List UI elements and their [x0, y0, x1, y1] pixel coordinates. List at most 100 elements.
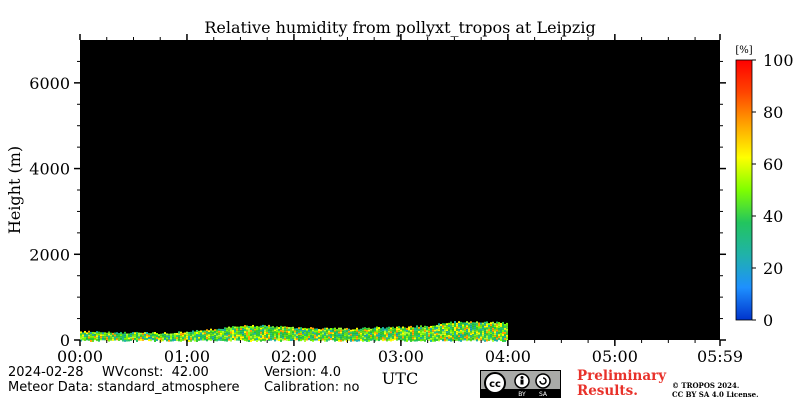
- humidity-cell: [472, 326, 474, 329]
- humidity-cell: [492, 325, 494, 328]
- humidity-cell: [182, 332, 184, 335]
- date-label: 2024-02-28: [8, 365, 84, 380]
- humidity-cell: [422, 337, 424, 340]
- humidity-cell: [458, 325, 460, 328]
- humidity-cell: [226, 337, 228, 340]
- humidity-cell: [302, 336, 304, 339]
- humidity-cell: [354, 335, 356, 338]
- humidity-cell: [336, 331, 338, 334]
- humidity-cell: [416, 339, 418, 342]
- preliminary-line1: Preliminary: [577, 368, 667, 384]
- humidity-cell: [390, 327, 392, 330]
- humidity-cell: [286, 328, 288, 331]
- humidity-cell: [420, 331, 422, 334]
- humidity-cell: [500, 336, 502, 339]
- humidity-cell: [240, 334, 242, 337]
- humidity-cell: [408, 336, 410, 339]
- humidity-cell: [238, 326, 240, 329]
- humidity-cell: [494, 333, 496, 336]
- humidity-cell: [306, 328, 308, 331]
- humidity-cell: [242, 338, 244, 341]
- humidity-cell: [350, 335, 352, 338]
- humidity-cell: [234, 330, 236, 333]
- humidity-cell: [120, 336, 122, 339]
- humidity-cell: [396, 332, 398, 335]
- humidity-cell: [490, 334, 492, 337]
- humidity-cell: [122, 335, 124, 338]
- humidity-cell: [174, 334, 176, 337]
- humidity-cell: [324, 331, 326, 334]
- humidity-cell: [250, 337, 252, 340]
- humidity-cell: [328, 328, 330, 331]
- humidity-cell: [322, 328, 324, 331]
- humidity-cell: [390, 333, 392, 336]
- humidity-cell: [140, 338, 142, 341]
- humidity-cell: [258, 326, 260, 329]
- humidity-cell: [452, 333, 454, 336]
- humidity-cell: [268, 332, 270, 335]
- humidity-cell: [394, 336, 396, 339]
- humidity-cell: [394, 332, 396, 335]
- humidity-cell: [418, 338, 420, 341]
- humidity-cell: [464, 334, 466, 337]
- humidity-cell: [186, 337, 188, 340]
- humidity-cell: [338, 337, 340, 340]
- humidity-cell: [158, 334, 160, 337]
- humidity-cell: [350, 337, 352, 340]
- humidity-cell: [370, 334, 372, 337]
- humidity-cell: [500, 334, 502, 337]
- humidity-cell: [160, 337, 162, 340]
- humidity-cell: [198, 336, 200, 339]
- humidity-cell: [284, 328, 286, 331]
- humidity-cell: [392, 336, 394, 339]
- humidity-cell: [236, 334, 238, 337]
- humidity-cell: [172, 337, 174, 340]
- humidity-cell: [236, 338, 238, 341]
- humidity-cell: [278, 327, 280, 330]
- humidity-cell: [172, 333, 174, 336]
- humidity-cell: [370, 336, 372, 339]
- humidity-cell: [194, 333, 196, 336]
- humidity-cell: [168, 337, 170, 340]
- humidity-cell: [406, 329, 408, 332]
- humidity-cell: [494, 331, 496, 334]
- humidity-cell: [380, 338, 382, 341]
- humidity-cell: [492, 333, 494, 336]
- humidity-cell: [166, 333, 168, 336]
- humidity-cell: [430, 329, 432, 332]
- humidity-cell: [164, 336, 166, 339]
- humidity-cell: [496, 335, 498, 338]
- humidity-cell: [472, 322, 474, 325]
- humidity-cell: [324, 339, 326, 342]
- humidity-cell: [292, 326, 294, 329]
- humidity-cell: [142, 338, 144, 341]
- humidity-cell: [410, 327, 412, 330]
- humidity-cell: [484, 337, 486, 340]
- humidity-cell: [224, 335, 226, 338]
- humidity-cell: [364, 327, 366, 330]
- humidity-cell: [84, 338, 86, 341]
- humidity-cell: [464, 326, 466, 329]
- humidity-cell: [278, 331, 280, 334]
- humidity-cell: [282, 332, 284, 335]
- humidity-cell: [368, 339, 370, 342]
- humidity-cell: [468, 328, 470, 331]
- humidity-cell: [256, 335, 258, 338]
- humidity-cell: [96, 337, 98, 340]
- humidity-cell: [152, 332, 154, 335]
- humidity-cell: [84, 332, 86, 335]
- humidity-cell: [226, 329, 228, 332]
- humidity-cell: [192, 332, 194, 335]
- humidity-cell: [240, 336, 242, 339]
- humidity-cell: [274, 327, 276, 330]
- humidity-cell: [438, 329, 440, 332]
- humidity-cell: [308, 338, 310, 341]
- humidity-cell: [392, 330, 394, 333]
- humidity-cell: [242, 330, 244, 333]
- humidity-cell: [416, 329, 418, 332]
- humidity-cell: [238, 332, 240, 335]
- humidity-cell: [164, 338, 166, 341]
- humidity-cell: [482, 338, 484, 341]
- humidity-cell: [376, 334, 378, 337]
- humidity-cell: [218, 328, 220, 331]
